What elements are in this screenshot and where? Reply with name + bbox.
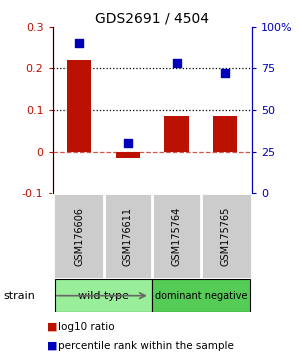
Point xyxy=(77,40,82,46)
Text: dominant negative: dominant negative xyxy=(155,291,247,301)
Text: GSM175764: GSM175764 xyxy=(172,206,182,266)
Text: ■: ■ xyxy=(47,321,58,331)
Text: wild type: wild type xyxy=(78,291,129,301)
Bar xyxy=(164,116,189,152)
Point xyxy=(223,70,228,76)
Bar xyxy=(55,279,152,312)
Bar xyxy=(67,60,92,152)
Bar xyxy=(213,116,237,152)
Text: log10 ratio: log10 ratio xyxy=(58,321,115,331)
Text: strain: strain xyxy=(3,291,35,301)
Text: GSM175765: GSM175765 xyxy=(220,206,230,266)
Bar xyxy=(152,279,250,312)
Title: GDS2691 / 4504: GDS2691 / 4504 xyxy=(95,11,209,25)
Text: GSM176606: GSM176606 xyxy=(74,207,84,266)
Text: GSM176611: GSM176611 xyxy=(123,207,133,266)
Bar xyxy=(116,152,140,158)
Point xyxy=(125,141,130,146)
Text: ■: ■ xyxy=(47,341,58,351)
Point xyxy=(174,61,179,66)
Text: percentile rank within the sample: percentile rank within the sample xyxy=(58,341,234,351)
